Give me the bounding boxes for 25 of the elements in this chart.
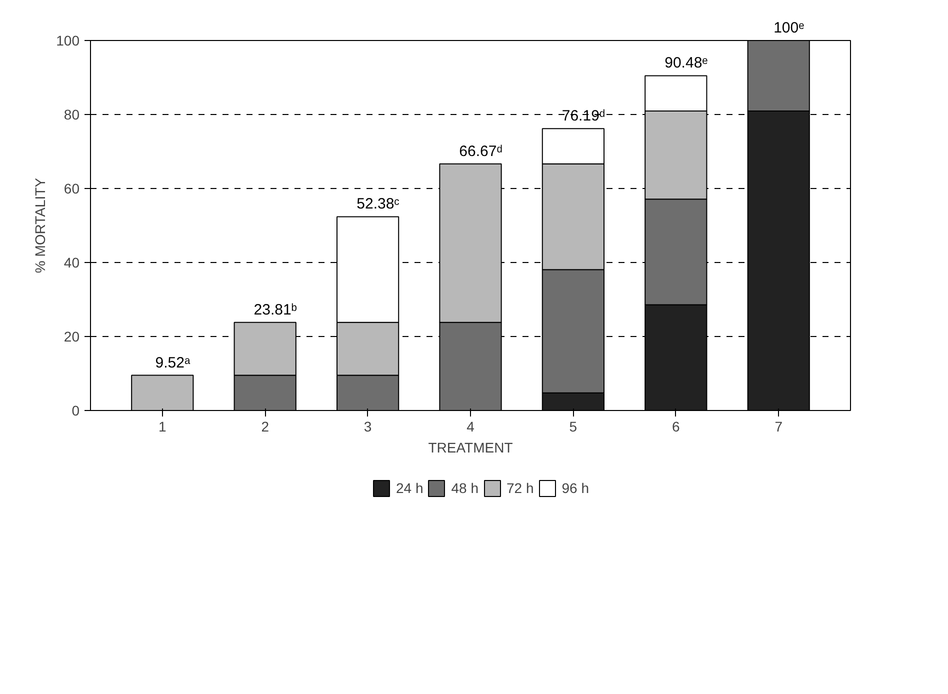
total-label: 66.67ᵈ [459, 142, 503, 160]
y-tick-label: 0 [72, 402, 80, 418]
x-tick-label: 4 [466, 418, 475, 434]
y-tick-label: 100 [56, 32, 80, 48]
legend-label: 48 h [451, 480, 478, 496]
legend-label: 72 h [506, 480, 534, 496]
y-axis-title: % MORTALITY [32, 177, 48, 274]
x-tick-label: 6 [672, 418, 680, 434]
x-tick-label: 5 [569, 418, 578, 434]
y-tick-label: 80 [64, 106, 80, 122]
total-label: 100ᵉ [774, 20, 805, 36]
y-tick-label: 40 [64, 254, 80, 270]
x-tick-label: 1 [158, 418, 166, 434]
x-tick-label: 7 [774, 418, 783, 434]
legend-label: 96 h [562, 480, 589, 496]
total-label: 52.38ᶜ [356, 196, 400, 213]
total-label: 9.52ᵃ [155, 354, 190, 372]
x-tick-label: 2 [261, 418, 270, 434]
x-tick-label: 3 [364, 418, 372, 434]
x-axis-title: TREATMENT [428, 440, 514, 456]
total-label: 90.48ᵉ [664, 54, 708, 72]
legend-label: 24 h [396, 480, 424, 496]
total-label: 23.81ᵇ [254, 301, 298, 318]
y-tick-label: 60 [64, 180, 80, 196]
y-tick-label: 20 [64, 328, 80, 344]
